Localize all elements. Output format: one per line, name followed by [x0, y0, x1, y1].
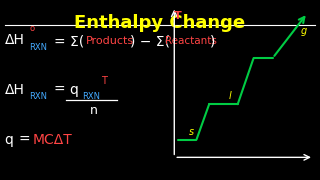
Text: MCΔT: MCΔT: [33, 133, 73, 147]
Text: = Σ(: = Σ(: [54, 34, 84, 48]
Text: ) − Σ(: ) − Σ(: [130, 34, 170, 48]
Text: ΔH: ΔH: [4, 33, 24, 47]
Text: Enthalpy Change: Enthalpy Change: [75, 14, 245, 32]
Text: RXN: RXN: [29, 92, 47, 101]
Text: ): ): [210, 34, 215, 48]
Text: q: q: [4, 133, 13, 147]
Text: Reactants: Reactants: [165, 36, 217, 46]
Text: l: l: [229, 91, 232, 101]
Text: RXN: RXN: [29, 43, 47, 52]
Text: q: q: [69, 83, 78, 97]
Text: T: T: [174, 12, 182, 21]
Text: RXN: RXN: [82, 92, 100, 101]
Text: =: =: [19, 133, 30, 147]
Text: s: s: [189, 127, 194, 137]
Text: o: o: [29, 24, 35, 33]
Text: T: T: [101, 76, 107, 87]
Text: g: g: [301, 26, 308, 36]
Text: ΔH: ΔH: [4, 83, 24, 97]
Text: n: n: [90, 104, 98, 117]
Text: Products: Products: [85, 36, 133, 46]
Text: =: =: [54, 83, 65, 97]
